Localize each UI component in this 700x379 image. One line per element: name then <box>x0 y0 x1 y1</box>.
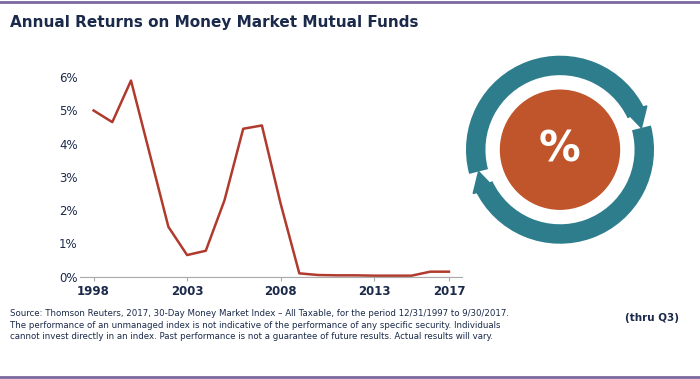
Text: Source: Thomson Reuters, 2017, 30-Day Money Market Index – All Taxable, for the : Source: Thomson Reuters, 2017, 30-Day Mo… <box>10 309 510 341</box>
Polygon shape <box>473 172 494 194</box>
Text: (thru Q3): (thru Q3) <box>625 313 680 323</box>
Text: Annual Returns on Money Market Mutual Funds: Annual Returns on Money Market Mutual Fu… <box>10 15 419 30</box>
Text: %: % <box>539 129 581 171</box>
Polygon shape <box>626 106 647 128</box>
Circle shape <box>500 90 620 209</box>
